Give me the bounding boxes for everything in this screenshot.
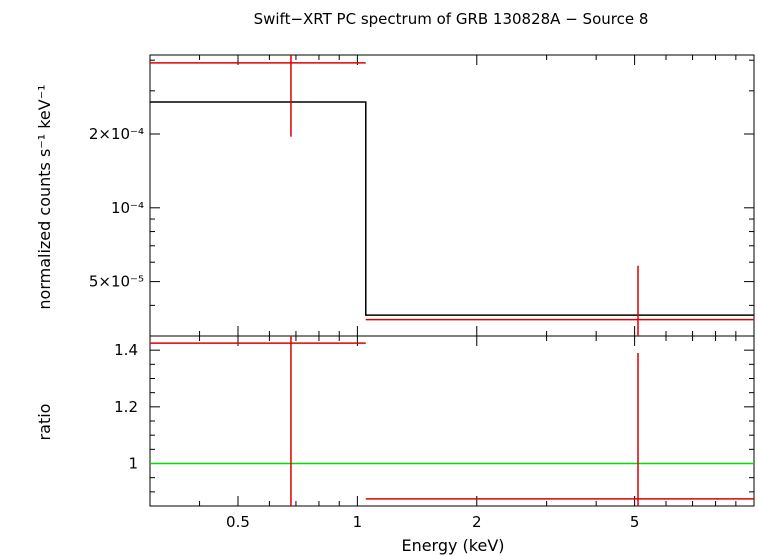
top-y-tick-label: 5×10⁻⁵ [89,273,144,291]
x-tick-label: 5 [630,513,640,531]
top-y-tick-label: 10⁻⁴ [111,199,144,217]
chart-marks: 0.5 1 2 5 5×10⁻⁵ 10⁻⁴ 2×10⁻⁴ 1 1.2 1.4 [89,54,755,531]
top-data-point-2 [365,265,754,336]
top-data-point-1 [150,55,366,137]
chart-title: Swift−XRT PC spectrum of GRB 130828A − S… [254,10,649,28]
ratio-data-point-2 [365,353,754,506]
bottom-y-tick-label: 1.2 [114,398,138,416]
x-tick-label: 0.5 [226,513,250,531]
bottom-y-tick-label: 1.4 [114,341,138,359]
x-tick-label: 2 [472,513,482,531]
x-tick-label: 1 [353,513,363,531]
ratio-data-point-1 [150,336,366,506]
bottom-y-axis-label: ratio [35,404,54,441]
model-step-line [150,101,754,316]
top-panel-frame [149,54,755,337]
bottom-y-tick-label: 1 [128,455,138,473]
x-axis-label: Energy (keV) [401,536,504,555]
top-y-tick-label: 2×10⁻⁴ [89,125,144,143]
top-y-axis-label: normalized counts s⁻¹ keV⁻¹ [35,84,54,309]
bottom-panel-frame [149,335,755,507]
